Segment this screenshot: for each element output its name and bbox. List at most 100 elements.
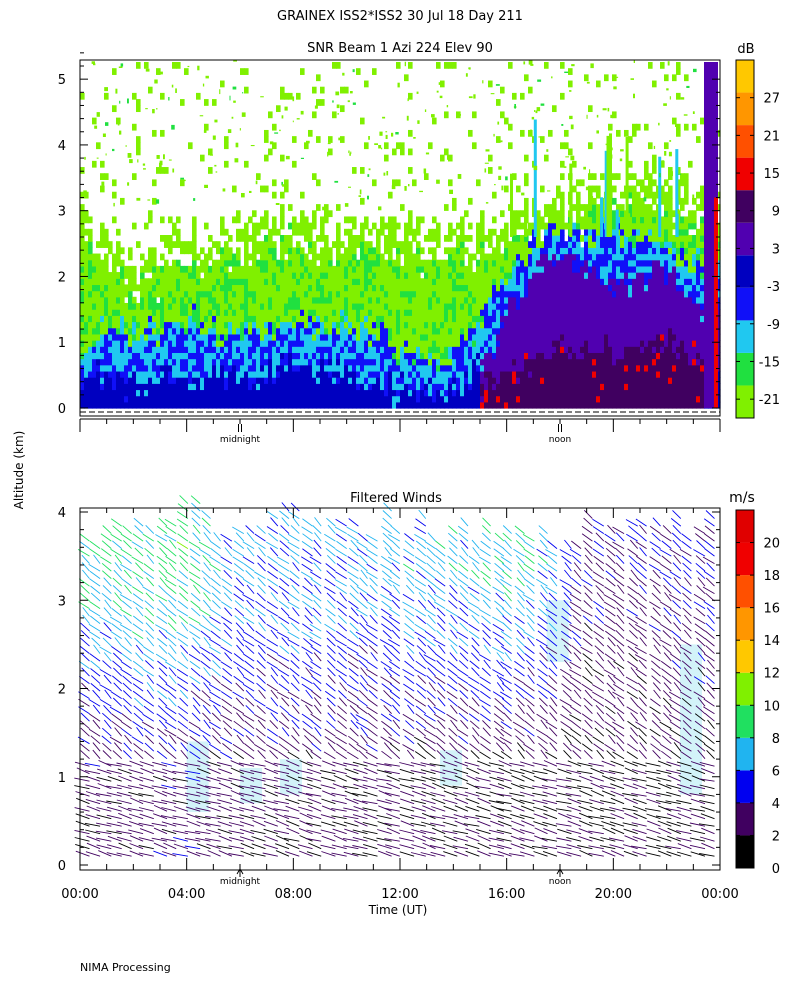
snr-cell: [276, 309, 281, 316]
snr-cell: [100, 327, 105, 335]
snr-cell: [592, 327, 597, 335]
snr-cell: [232, 327, 237, 335]
snr-cell: [532, 241, 537, 248]
snr-cell: [204, 364, 209, 372]
snr-cell: [468, 383, 473, 391]
snr-cell: [216, 358, 221, 366]
snr-cell: [296, 352, 301, 360]
snr-cell: [88, 290, 93, 298]
snr-cell: [228, 401, 233, 409]
snr-cell: [432, 395, 437, 403]
snr-cell: [716, 272, 721, 279]
snr-cell: [348, 216, 353, 224]
snr-cell: [240, 284, 245, 292]
snr-cell: [680, 364, 685, 372]
snr-cell: [680, 395, 685, 403]
snr-cell: [664, 364, 669, 372]
snr-cell: [260, 401, 265, 409]
snr-cell: [676, 321, 681, 329]
snr-cell: [632, 173, 637, 180]
snr-cell: [664, 74, 669, 82]
snr-cell: [388, 346, 393, 353]
snr-cell: [136, 99, 141, 106]
snr-cell: [448, 62, 453, 69]
snr-cell: [612, 74, 617, 82]
snr-cell: [612, 296, 617, 304]
snr-cell: [208, 253, 213, 261]
snr-cell: [368, 370, 373, 378]
snr-cell: [632, 296, 637, 304]
snr-cell: [664, 265, 669, 273]
snr-cell: [692, 401, 697, 409]
snr-cell: [260, 358, 265, 366]
snr-cell: [224, 253, 229, 261]
snr-cell: [616, 395, 621, 403]
snr-cell: [372, 383, 377, 391]
snr-cell: [560, 241, 565, 248]
snr-cell: [440, 377, 445, 384]
snr-cell: [544, 210, 549, 218]
snr-cell: [324, 253, 329, 261]
snr-cell: [324, 216, 329, 224]
snr-cell: [320, 216, 325, 224]
snr-cell: [356, 401, 361, 409]
snr-cell: [556, 272, 561, 279]
snr-cell: [600, 296, 605, 304]
snr-cell: [440, 358, 445, 366]
snr-cell: [388, 321, 393, 329]
snr-cell: [688, 265, 693, 273]
snr-cell: [628, 241, 633, 248]
snr-cell: [304, 364, 309, 372]
snr-cell: [280, 222, 285, 230]
snr-cell: [336, 383, 341, 391]
snr-cell: [588, 222, 593, 230]
snr-cell: [116, 241, 121, 248]
snr-cell: [536, 278, 541, 286]
snr-cell: [532, 284, 537, 292]
snr-cell: [204, 377, 209, 384]
snr-cell: [660, 370, 665, 378]
snr-cell: [80, 228, 85, 236]
snr-cell: [152, 278, 157, 286]
snr-cell: [340, 241, 345, 248]
snr-cell: [580, 216, 585, 224]
snr-cell: [572, 302, 577, 310]
snr-cell: [640, 185, 645, 193]
snr-cell: [392, 309, 397, 316]
snr-cell: [524, 278, 529, 286]
snr-cell: [572, 346, 577, 353]
snr-cell: [280, 278, 285, 286]
snr-cell: [580, 278, 585, 286]
snr-cell: [660, 62, 665, 69]
snr-cell: [636, 302, 641, 310]
snr-cell: [104, 352, 109, 360]
snr-cell: [308, 401, 313, 409]
snr-cell: [316, 278, 321, 286]
snr-cell: [560, 173, 565, 180]
snr-cell: [80, 296, 85, 304]
snr-cell: [572, 364, 577, 372]
snr-cell: [600, 284, 605, 292]
snr-cell: [492, 383, 497, 391]
snr-cell: [624, 395, 629, 403]
snr-cell: [628, 235, 633, 242]
snr-cell: [356, 272, 361, 279]
snr-cell: [264, 377, 269, 384]
snr-cell: [452, 395, 457, 403]
snr-cell: [520, 333, 525, 341]
snr-cell: [420, 284, 425, 292]
snr-cell: [200, 290, 205, 298]
snr-cell: [112, 278, 117, 286]
snr-cell: [388, 290, 393, 298]
snr-cell: [224, 358, 229, 366]
snr-cell: [288, 241, 293, 248]
snr-cell: [408, 377, 413, 384]
snr-cell: [672, 117, 677, 125]
snr-cell: [620, 296, 625, 304]
snr-cell: [508, 309, 513, 316]
snr-cell: [572, 284, 577, 292]
snr-cell: [520, 352, 525, 360]
snr-cell: [604, 302, 609, 310]
snr-cell: [308, 222, 313, 230]
snr-cell: [376, 259, 381, 267]
